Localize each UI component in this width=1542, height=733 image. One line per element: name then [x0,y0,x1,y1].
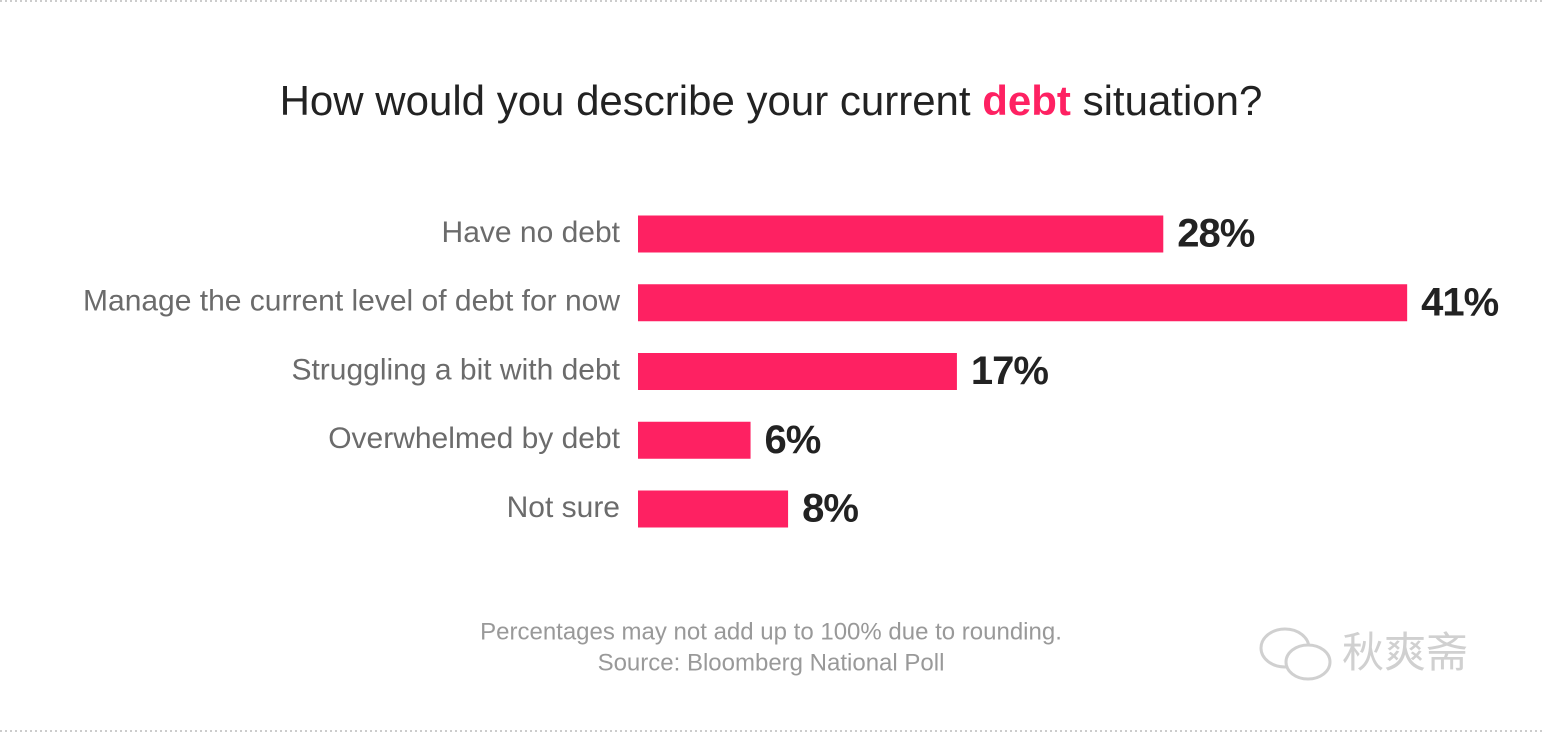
bar [638,490,789,528]
source: Source: Bloomberg National Poll [598,649,945,676]
bar [638,353,957,390]
value-label: 41% [1421,280,1498,324]
bar [638,284,1408,322]
bar [638,421,751,459]
watermark: 秋爽斋 [1342,629,1468,676]
category-label: Have no debt [442,216,621,249]
category-label: Manage the current level of debt for now [83,285,620,318]
category-label: Struggling a bit with debt [291,353,620,386]
title-part: situation? [1071,77,1262,124]
watermark-icon [1259,627,1332,681]
value-label: 17% [971,349,1048,393]
value-label: 28% [1177,212,1254,256]
category-label: Not sure [507,491,620,524]
bar [638,215,1164,253]
title-highlight: debt [982,77,1071,124]
title-part: How would you describe your current [280,77,983,124]
value-label: 6% [765,418,821,462]
value-label: 8% [802,487,858,531]
footnote: Percentages may not add up to 100% due t… [480,618,1062,645]
category-label: Overwhelmed by debt [328,422,620,455]
chart-title: How would you describe your current debt… [280,77,1263,124]
